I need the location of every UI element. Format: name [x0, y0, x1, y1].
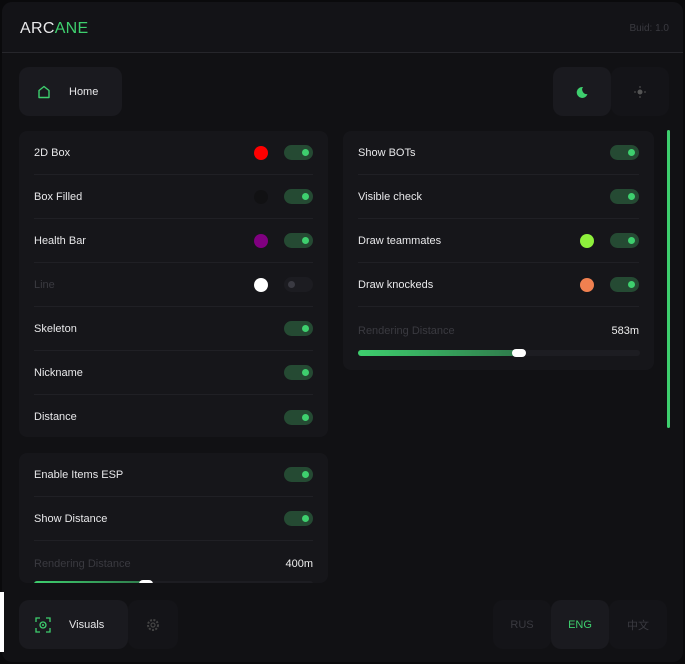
player-esp-card: 2D Box Box Filled Health Bar Line Skeleton Ni…: [19, 131, 328, 437]
setting-label: Health Bar: [34, 234, 86, 247]
setting-row: Distance: [34, 395, 313, 437]
toggle-switch[interactable]: [610, 277, 639, 292]
items-rendering-distance-label: Rendering Distance: [34, 558, 131, 570]
dark-theme-button[interactable]: [553, 67, 611, 116]
color-picker[interactable]: [254, 189, 268, 204]
scrollbar[interactable]: [667, 130, 670, 428]
slider-knob[interactable]: [511, 349, 526, 357]
slider-fill: [358, 350, 519, 356]
setting-label: 2D Box: [34, 146, 71, 159]
setting-label: Enable Items ESP: [34, 468, 124, 481]
setting-label: Line: [34, 278, 55, 291]
toggle-switch[interactable]: [610, 189, 639, 204]
eye-scan-icon: [35, 616, 51, 633]
toggle-switch[interactable]: [284, 145, 313, 160]
setting-row: Line: [34, 263, 313, 307]
color-picker[interactable]: [580, 277, 594, 292]
sun-icon: [634, 85, 646, 98]
bots-rendering-distance-label: Rendering Distance: [358, 325, 455, 337]
setting-row: Show Distance: [34, 497, 313, 541]
color-picker[interactable]: [254, 277, 268, 292]
logo: ARCANE: [20, 20, 89, 37]
setting-label: Show Distance: [34, 512, 108, 525]
setting-label: Show BOTs: [358, 146, 416, 159]
lang-button[interactable]: ENG: [551, 600, 609, 649]
setting-row: Draw knockeds: [358, 263, 639, 307]
setting-label: Skeleton: [34, 322, 77, 335]
toggle-switch[interactable]: [284, 409, 313, 425]
edge-marker: [0, 592, 4, 652]
items-rendering-distance-slider[interactable]: [34, 580, 313, 583]
setting-row: Visible check: [358, 175, 639, 219]
setting-row: Health Bar: [34, 219, 313, 263]
visuals-label: Visuals: [69, 618, 105, 631]
items-rendering-distance-value: 400m: [285, 558, 313, 570]
setting-label: Distance: [34, 411, 77, 423]
home-label: Home: [69, 85, 99, 98]
setting-row: Show BOTs: [358, 131, 639, 175]
settings-button[interactable]: [128, 600, 178, 649]
setting-row: Skeleton: [34, 307, 313, 351]
slider-knob[interactable]: [138, 580, 153, 583]
bots-card: Rendering Distance 583m Show BOTs Visible…: [343, 131, 654, 370]
setting-row: 2D Box: [34, 131, 313, 175]
visuals-button[interactable]: Visuals: [19, 600, 128, 649]
lang-button[interactable]: 中文: [609, 600, 667, 649]
setting-row: Box Filled: [34, 175, 313, 219]
header: ARCANE Buid: 1.0: [2, 2, 683, 53]
setting-label: Nickname: [34, 366, 83, 379]
light-theme-button[interactable]: [611, 67, 669, 116]
lang-button[interactable]: RUS: [493, 600, 551, 649]
color-picker[interactable]: [254, 145, 268, 160]
setting-row: Nickname: [34, 351, 313, 395]
color-picker[interactable]: [580, 233, 594, 248]
toggle-switch[interactable]: [284, 321, 313, 336]
toggle-switch[interactable]: [284, 511, 313, 526]
setting-row: Draw teammates: [358, 219, 639, 263]
setting-label: Draw teammates: [358, 234, 442, 247]
toggle-switch[interactable]: [610, 145, 639, 160]
gear-icon: [147, 618, 159, 631]
toggle-switch[interactable]: [284, 189, 313, 204]
color-picker[interactable]: [254, 233, 268, 248]
slider-fill: [34, 581, 146, 583]
setting-label: Visible check: [358, 190, 422, 203]
toggle-switch[interactable]: [284, 277, 313, 292]
toggle-switch[interactable]: [284, 467, 313, 482]
setting-label: Box Filled: [34, 190, 83, 203]
moon-icon: [576, 86, 588, 98]
setting-label: Draw knockeds: [358, 278, 434, 291]
home-icon: [38, 85, 50, 98]
bots-rendering-distance-value: 583m: [611, 325, 639, 337]
toggle-switch[interactable]: [284, 233, 313, 248]
setting-row: Enable Items ESP: [34, 453, 313, 497]
build-version: Buid: 1.0: [629, 23, 669, 34]
home-button[interactable]: Home: [19, 67, 122, 116]
toggle-switch[interactable]: [284, 365, 313, 380]
items-esp-card: Rendering Distance 400m Enable Items ESP…: [19, 453, 328, 583]
toggle-switch[interactable]: [610, 233, 639, 248]
bots-rendering-distance-slider[interactable]: [358, 349, 640, 357]
